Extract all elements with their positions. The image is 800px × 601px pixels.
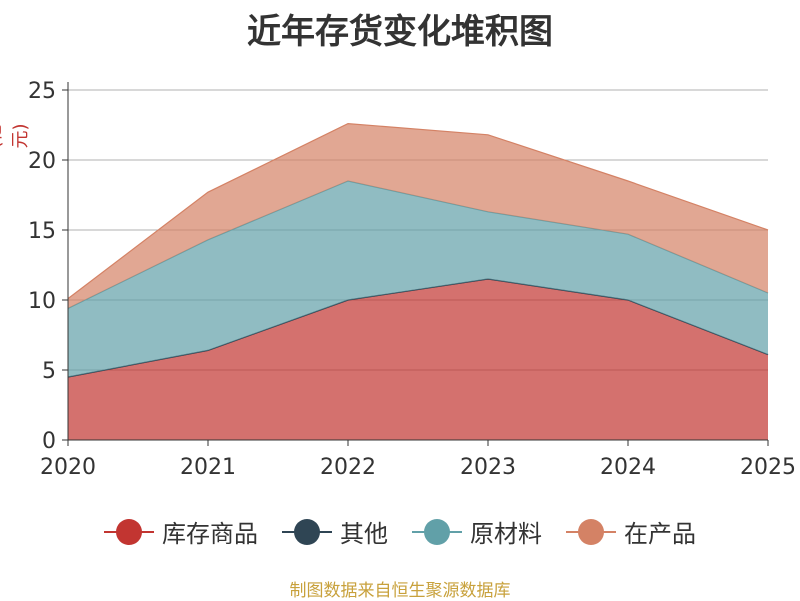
chart-title: 近年存货变化堆积图 [247,12,553,52]
legend-marker-icon [104,518,154,545]
y-tick-label: 25 [28,79,56,104]
x-tick-label: 2023 [460,455,516,480]
y-tick-label: 10 [28,289,56,314]
legend-marker-icon [566,518,616,545]
data-source-note: 制图数据来自恒生聚源数据库 [289,581,511,601]
legend-label: 在产品 [624,520,696,548]
x-tick-label: 2025 [740,455,796,480]
area-layers [67,122,769,440]
legend-label: 其他 [340,520,388,548]
legend-item-在产品[interactable]: 在产品 [566,514,696,549]
legend-item-其他[interactable]: 其他 [282,514,388,549]
legend-label: 原材料 [470,520,542,548]
legend-item-原材料[interactable]: 原材料 [412,514,542,549]
y-tick-label: 0 [42,429,56,454]
x-tick-label: 2021 [180,455,236,480]
area-原材料 [68,181,768,377]
area-库存商品 [68,279,768,440]
y-tick-label: 5 [42,359,56,384]
x-tick-label: 2024 [600,455,656,480]
legend-item-库存商品[interactable]: 库存商品 [104,514,258,549]
x-tick-label: 2022 [320,455,376,480]
legend-label: 库存商品 [162,520,258,548]
legend-marker-icon [412,518,462,545]
x-tick-label: 2020 [40,455,96,480]
legend-marker-icon [282,518,332,545]
line-在产品 [67,122,769,300]
legend: 库存商品 其他 原材料 在产品 [0,514,800,549]
y-tick-label: 20 [28,149,56,174]
y-tick-label: 15 [28,219,56,244]
